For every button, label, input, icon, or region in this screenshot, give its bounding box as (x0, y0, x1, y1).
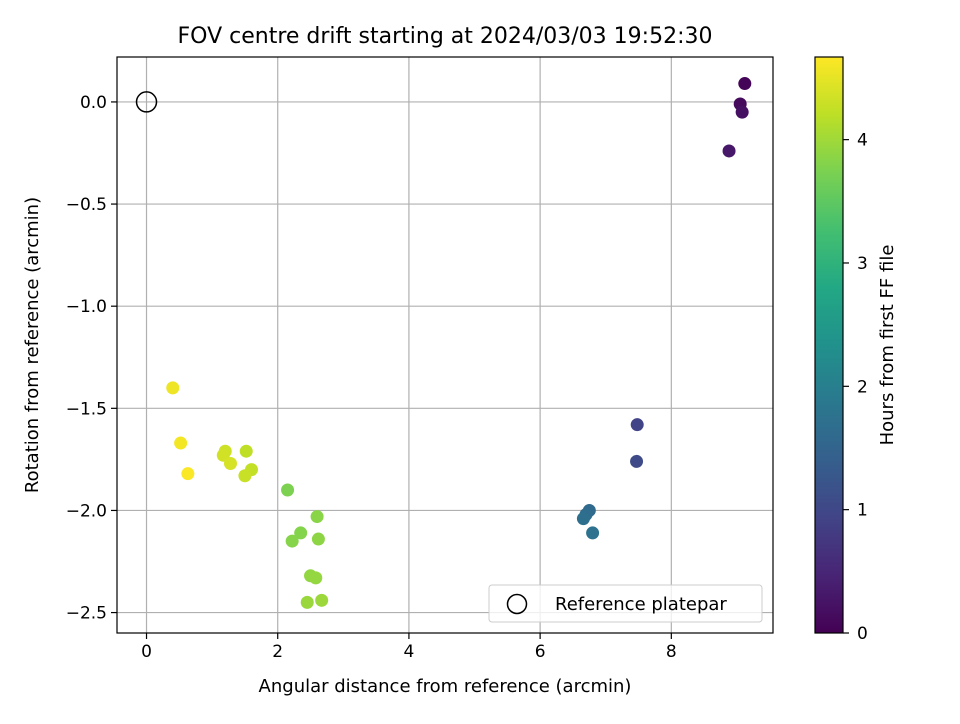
scatter-point (181, 467, 195, 481)
reference-marker (135, 91, 158, 113)
legend-box (488, 584, 763, 623)
scatter-point (722, 144, 736, 158)
legend-circle-icon (506, 593, 528, 615)
reference-marker-layer (135, 91, 158, 113)
colorbar-tick-label: 4 (857, 131, 868, 151)
plot-frame (116, 56, 774, 634)
y-tick-label: 0.0 (80, 93, 107, 113)
legend: Reference platepar (488, 584, 763, 623)
scatter-point (630, 454, 644, 468)
colorbar-tick-label: 3 (857, 254, 868, 274)
scatter-point (239, 444, 253, 458)
scatter-point (300, 595, 314, 609)
y-axis-label: Rotation from reference (arcmin) (22, 197, 43, 493)
colorbar-gradient (815, 57, 843, 633)
x-tick-label: 0 (141, 642, 152, 662)
colorbar-tick-label: 0 (857, 624, 868, 644)
scatter-point (315, 593, 329, 607)
y-tick-label: −1.0 (66, 297, 107, 317)
chart-title: FOV centre drift starting at 2024/03/03 … (178, 24, 713, 49)
x-tick-label: 2 (272, 642, 283, 662)
scatter-point (309, 571, 323, 585)
colorbar-ticks: 0 1 2 3 4 (843, 131, 868, 644)
x-axis-ticks: 0 2 4 6 8 (141, 633, 677, 662)
x-tick-label: 6 (535, 642, 546, 662)
x-axis-label: Angular distance from reference (arcmin) (259, 676, 632, 697)
scatter-point (174, 436, 188, 450)
scatter-point (294, 526, 308, 540)
scatter-point (576, 512, 590, 526)
y-axis-ticks: 0.0 −0.5 −1.0 −1.5 −2.0 −2.5 (66, 93, 117, 624)
data-points (166, 77, 752, 609)
scatter-point (166, 381, 180, 395)
legend-label: Reference platepar (555, 594, 727, 615)
scatter-point (630, 418, 644, 432)
scatter-point (311, 532, 325, 546)
scatter-point (738, 77, 752, 91)
colorbar-frame (814, 56, 844, 634)
x-tick-label: 8 (666, 642, 677, 662)
scatter-point (281, 483, 295, 497)
y-tick-label: −2.0 (66, 501, 107, 521)
colorbar-tick-label: 1 (857, 501, 868, 521)
scatter-point (238, 469, 252, 483)
colorbar-label: Hours from first FF file (877, 245, 898, 446)
scatter-point (285, 534, 299, 548)
colorbar-tick-label: 2 (857, 377, 868, 397)
scatter-point (310, 510, 324, 524)
y-tick-label: −0.5 (66, 195, 107, 215)
scatter-point (586, 526, 600, 540)
scatter-point (223, 456, 237, 470)
scatter-point (735, 105, 749, 119)
y-tick-label: −1.5 (66, 399, 107, 419)
x-tick-label: 4 (404, 642, 415, 662)
y-tick-label: −2.5 (66, 604, 107, 624)
